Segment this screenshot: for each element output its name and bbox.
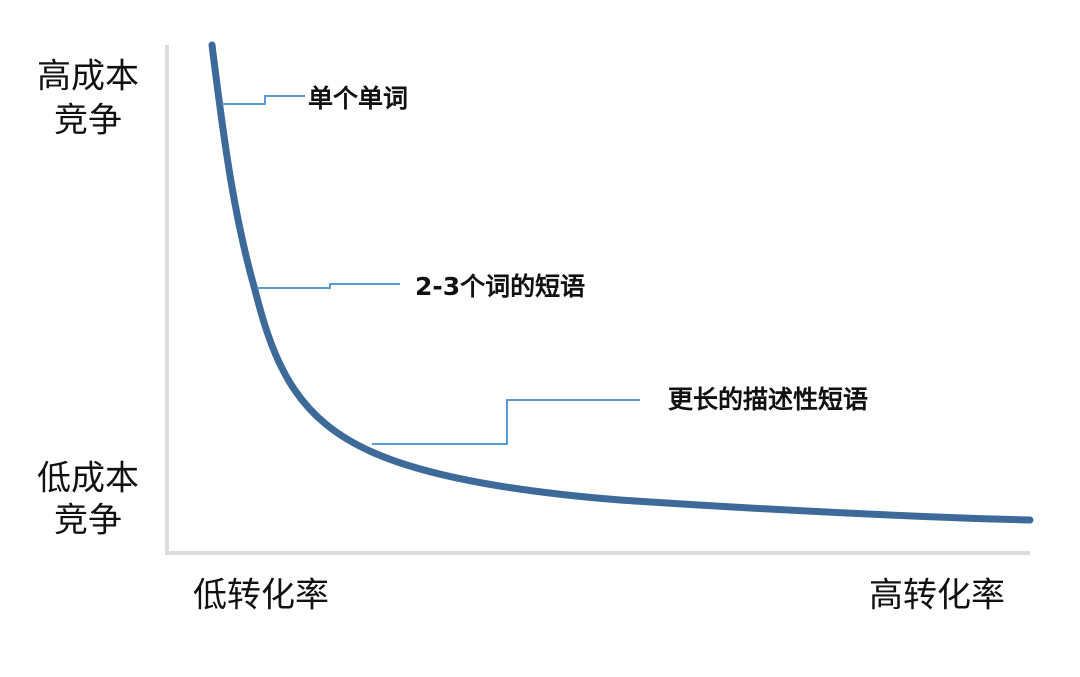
y-label: 低成本 (37, 459, 139, 499)
leader-line (372, 399, 640, 445)
annotation: 2-3个词的短语 (415, 272, 585, 301)
annotation: 单个单词 (308, 84, 408, 113)
annotation: 更长的描述性短语 (668, 385, 868, 414)
y-label: 竞争 (54, 101, 122, 141)
leader-line (257, 283, 400, 289)
leader-line (222, 95, 305, 105)
demand-curve (208, 41, 1034, 524)
y-label: 高成本 (37, 57, 139, 97)
x-label: 高转化率 (869, 576, 1005, 616)
y-label: 竞争 (54, 501, 122, 541)
x-label: 低转化率 (193, 576, 329, 616)
